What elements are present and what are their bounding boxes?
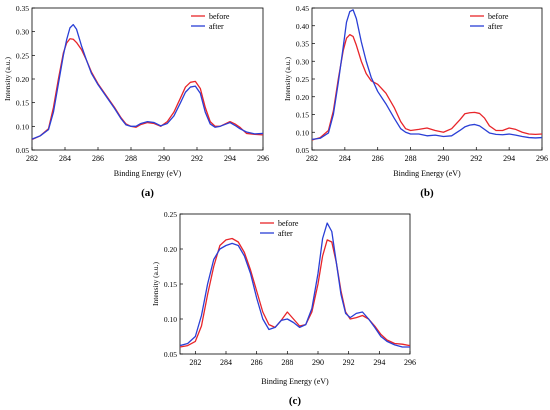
x-tick-label: 288	[405, 154, 417, 163]
x-tick-label: 282	[26, 154, 38, 163]
x-tick-label: 286	[372, 154, 384, 163]
y-tick-label: 0.10	[296, 128, 309, 137]
legend-label-before: before	[278, 219, 299, 228]
y-tick-label: 0.15	[296, 111, 309, 120]
series-line-before	[312, 33, 542, 141]
panel-label: (a)	[141, 187, 154, 199]
y-tick-label: 0.10	[16, 122, 29, 131]
x-tick-label: 290	[437, 154, 449, 163]
chart-panel-2: 282 284 286 288 290 292 294 296 0.05 0.10 0.15 0.20…	[283, 4, 548, 199]
y-tick-label: 0.30	[296, 57, 309, 66]
x-tick-label: 292	[191, 154, 203, 163]
y-tick-label: 0.40	[296, 22, 309, 31]
x-tick-label: 292	[343, 358, 355, 367]
x-axis-label: Binding Energy (eV)	[261, 377, 329, 386]
legend-label-before: before	[209, 12, 230, 21]
y-axis-label: Intensity (a.u.)	[151, 262, 160, 306]
chart-panel-1: 282 284 286 288 290 292 294 296 0.05 0.10 0.15 0.20…	[3, 4, 269, 199]
x-axis-label: Binding Energy (eV)	[114, 169, 182, 178]
x-tick-label: 286	[92, 154, 104, 163]
y-tick-label: 0.10	[164, 315, 177, 324]
x-tick-label: 296	[536, 154, 548, 163]
x-tick-label: 284	[59, 154, 71, 163]
chart-panel-3: 282 284 286 288 290 292 294 296 0.05 0.10 0.15 0.20…	[151, 210, 416, 407]
x-tick-label: 296	[404, 358, 416, 367]
legend-label-after: after	[209, 22, 224, 31]
legend-label-after: after	[488, 22, 503, 31]
x-tick-label: 294	[503, 154, 515, 163]
x-tick-label: 296	[257, 154, 269, 163]
y-axis-label: Intensity (a.u.)	[3, 57, 12, 101]
series-line-after	[180, 222, 410, 348]
y-tick-label: 0.35	[16, 4, 29, 13]
x-tick-label: 282	[189, 358, 201, 367]
y-tick-label: 0.25	[296, 75, 309, 84]
y-tick-label: 0.30	[16, 28, 29, 37]
y-tick-label: 0.05	[164, 350, 177, 359]
y-tick-label: 0.15	[16, 99, 29, 108]
y-tick-label: 0.05	[296, 146, 309, 155]
legend-label-before: before	[488, 12, 509, 21]
y-tick-label: 0.15	[164, 280, 177, 289]
x-tick-label: 288	[125, 154, 137, 163]
panel-label: (b)	[420, 187, 434, 199]
plot-frame	[31, 7, 264, 151]
x-axis-label: Binding Energy (eV)	[393, 169, 461, 178]
series-line-before	[180, 237, 410, 348]
y-tick-label: 0.20	[296, 93, 309, 102]
legend-label-after: after	[278, 229, 293, 238]
y-tick-label: 0.25	[16, 51, 29, 60]
series-line-before	[32, 38, 263, 141]
x-tick-label: 282	[306, 154, 318, 163]
y-tick-label: 0.20	[16, 75, 29, 84]
x-tick-label: 290	[158, 154, 170, 163]
series-line-after	[32, 23, 263, 140]
x-tick-label: 288	[281, 358, 293, 367]
y-tick-label: 0.45	[296, 4, 309, 13]
y-tick-label: 0.35	[296, 40, 309, 49]
y-tick-label: 0.05	[16, 146, 29, 155]
y-tick-label: 0.25	[164, 210, 177, 219]
x-tick-label: 286	[251, 358, 263, 367]
x-tick-label: 284	[220, 358, 232, 367]
x-tick-label: 292	[470, 154, 482, 163]
series-line-after	[312, 9, 542, 140]
y-tick-label: 0.20	[164, 245, 177, 254]
y-axis-label: Intensity (a.u.)	[283, 57, 292, 101]
panel-label: (c)	[289, 395, 302, 407]
plot-frame	[179, 213, 411, 355]
x-tick-label: 294	[224, 154, 236, 163]
x-tick-label: 284	[339, 154, 351, 163]
x-tick-label: 294	[373, 358, 385, 367]
x-tick-label: 290	[312, 358, 324, 367]
